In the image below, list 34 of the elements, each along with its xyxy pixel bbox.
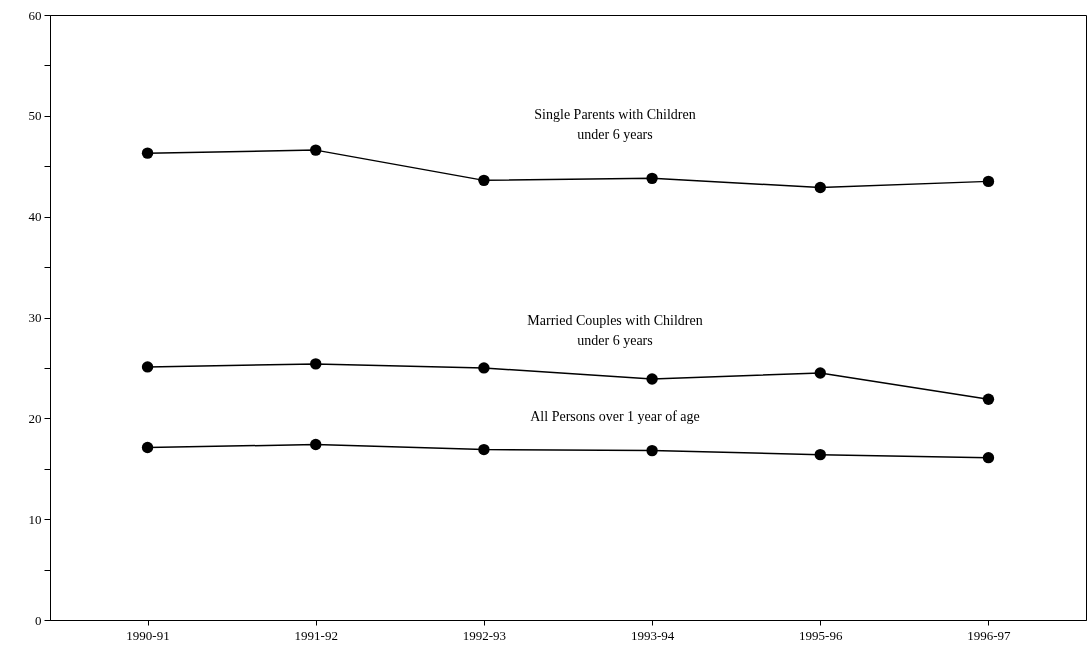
- x-tick-label: 1992-93: [462, 627, 507, 643]
- point: [814, 367, 826, 379]
- x-tick-label: 1990-91: [126, 627, 170, 643]
- point: [646, 373, 658, 385]
- point: [478, 362, 490, 374]
- point: [141, 441, 154, 454]
- point: [310, 358, 322, 370]
- y-tick-label: 50: [28, 108, 42, 124]
- series-label: All Persons over 1 year of age: [530, 408, 700, 424]
- point: [141, 361, 154, 373]
- y-tick-label: 30: [28, 310, 42, 325]
- text: Single Parents with Children under 6 years: [534, 107, 696, 143]
- y-tick-label: 0: [35, 612, 42, 628]
- series-label: Married Couples with Children under 6 years: [527, 312, 703, 348]
- point: [141, 147, 154, 159]
- y-tick-label: 60: [28, 7, 42, 23]
- x-tick-label: 1995-96: [799, 627, 843, 643]
- y-tick-label: 40: [28, 209, 42, 225]
- x-tick-label: 1993-94: [630, 627, 675, 643]
- x-tick-label: 1991-92: [294, 627, 338, 643]
- x-tick-label: 1996-97: [967, 627, 1012, 643]
- point: [646, 444, 658, 457]
- point: [814, 448, 826, 461]
- point: [310, 438, 322, 451]
- point: [646, 172, 658, 185]
- point: [478, 174, 490, 187]
- y-tick-label: 20: [28, 410, 42, 426]
- point: [310, 144, 322, 156]
- point: [478, 443, 490, 456]
- point: [982, 393, 995, 405]
- y-tick-label: 10: [28, 511, 42, 527]
- point: [982, 175, 995, 188]
- point: [982, 451, 995, 464]
- point: [814, 181, 826, 194]
